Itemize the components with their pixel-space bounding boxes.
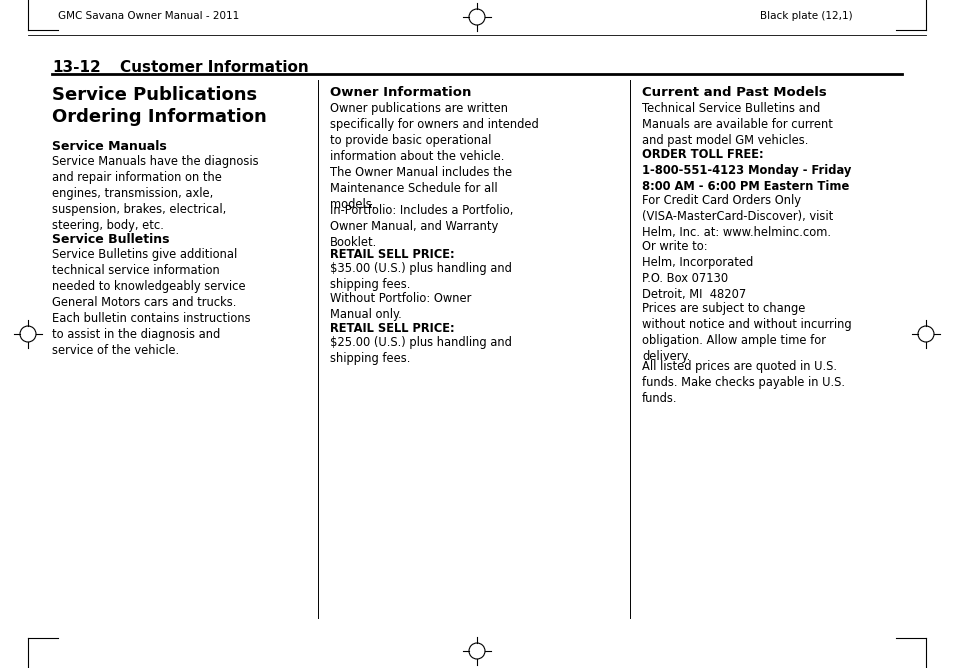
Text: Service Manuals: Service Manuals bbox=[52, 140, 167, 153]
Text: Service Bulletins: Service Bulletins bbox=[52, 233, 170, 246]
Text: ORDER TOLL FREE:
1-800-551-4123 Monday - Friday
8:00 AM - 6:00 PM Eastern Time: ORDER TOLL FREE: 1-800-551-4123 Monday -… bbox=[641, 148, 850, 193]
Text: Owner publications are written
specifically for owners and intended
to provide b: Owner publications are written specifica… bbox=[330, 102, 538, 211]
Text: Technical Service Bulletins and
Manuals are available for current
and past model: Technical Service Bulletins and Manuals … bbox=[641, 102, 832, 147]
Text: GMC Savana Owner Manual - 2011: GMC Savana Owner Manual - 2011 bbox=[58, 11, 239, 21]
Text: Without Portfolio: Owner
Manual only.: Without Portfolio: Owner Manual only. bbox=[330, 292, 471, 321]
Text: RETAIL SELL PRICE:: RETAIL SELL PRICE: bbox=[330, 248, 455, 261]
Text: 13-12: 13-12 bbox=[52, 60, 101, 75]
Text: $25.00 (U.S.) plus handling and
shipping fees.: $25.00 (U.S.) plus handling and shipping… bbox=[330, 336, 512, 365]
Text: Black plate (12,1): Black plate (12,1) bbox=[760, 11, 852, 21]
Text: Service Manuals have the diagnosis
and repair information on the
engines, transm: Service Manuals have the diagnosis and r… bbox=[52, 155, 258, 232]
Text: In-Portfolio: Includes a Portfolio,
Owner Manual, and Warranty
Booklet.: In-Portfolio: Includes a Portfolio, Owne… bbox=[330, 204, 513, 249]
Text: Service Bulletins give additional
technical service information
needed to knowle: Service Bulletins give additional techni… bbox=[52, 248, 251, 357]
Text: Prices are subject to change
without notice and without incurring
obligation. Al: Prices are subject to change without not… bbox=[641, 302, 851, 363]
Text: Current and Past Models: Current and Past Models bbox=[641, 86, 826, 99]
Text: Service Publications
Ordering Information: Service Publications Ordering Informatio… bbox=[52, 86, 267, 126]
Text: RETAIL SELL PRICE:: RETAIL SELL PRICE: bbox=[330, 322, 455, 335]
Text: For Credit Card Orders Only
(VISA-MasterCard-Discover), visit
Helm, Inc. at: www: For Credit Card Orders Only (VISA-Master… bbox=[641, 194, 832, 239]
Text: Helm, Incorporated
P.O. Box 07130
Detroit, MI  48207: Helm, Incorporated P.O. Box 07130 Detroi… bbox=[641, 256, 753, 301]
Text: Owner Information: Owner Information bbox=[330, 86, 471, 99]
Text: All listed prices are quoted in U.S.
funds. Make checks payable in U.S.
funds.: All listed prices are quoted in U.S. fun… bbox=[641, 360, 844, 405]
Text: Customer Information: Customer Information bbox=[120, 60, 309, 75]
Text: $35.00 (U.S.) plus handling and
shipping fees.: $35.00 (U.S.) plus handling and shipping… bbox=[330, 262, 512, 291]
Text: Or write to:: Or write to: bbox=[641, 240, 707, 253]
